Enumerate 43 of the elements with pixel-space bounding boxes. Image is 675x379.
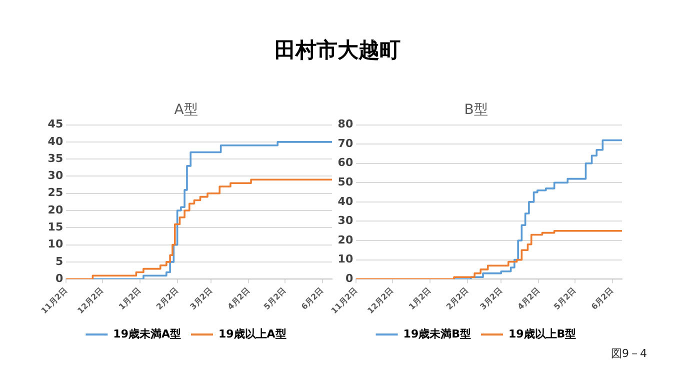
y-tick-label: 80 xyxy=(338,118,354,131)
x-tick-label: 1月2日 xyxy=(407,286,433,312)
legend-label: 19歳以上B型 xyxy=(508,327,576,340)
chart-title: A型 xyxy=(174,102,198,118)
x-tick-label: 5月2日 xyxy=(552,286,578,312)
x-tick-label: 12月2日 xyxy=(76,286,106,316)
y-tick-label: 0 xyxy=(345,272,354,285)
y-tick-label: 10 xyxy=(338,252,354,266)
y-tick-label: 0 xyxy=(55,272,64,285)
x-tick-label: 12月2日 xyxy=(366,286,396,316)
y-tick-label: 25 xyxy=(48,186,64,200)
legend-label: 19歳以上A型 xyxy=(218,327,286,340)
y-tick-label: 35 xyxy=(48,152,64,165)
x-tick-label: 2月2日 xyxy=(154,286,180,312)
y-tick-label: 15 xyxy=(48,220,64,234)
y-tick-label: 45 xyxy=(48,118,64,131)
x-tick-label: 3月2日 xyxy=(188,286,214,312)
x-tick-label: 4月2日 xyxy=(516,286,542,312)
x-tick-label: 3月2日 xyxy=(478,286,504,312)
x-tick-label: 11月2日 xyxy=(330,286,360,316)
caption: 図9－4 xyxy=(611,346,647,361)
y-tick-label: 50 xyxy=(338,176,354,189)
y-tick-label: 40 xyxy=(48,134,64,148)
y-tick-label: 20 xyxy=(338,233,354,246)
chart-title: B型 xyxy=(464,102,488,118)
y-tick-label: 10 xyxy=(48,238,64,251)
x-tick-label: 4月2日 xyxy=(226,286,252,312)
y-tick-label: 20 xyxy=(48,203,64,216)
y-tick-label: 40 xyxy=(338,194,354,208)
legend-label: 19歳未満B型 xyxy=(403,327,472,340)
y-tick-label: 30 xyxy=(338,214,354,228)
x-tick-label: 6月2日 xyxy=(590,286,616,312)
x-tick-label: 1月2日 xyxy=(117,286,143,312)
x-tick-label: 11月2日 xyxy=(40,286,70,316)
y-tick-label: 30 xyxy=(48,169,64,182)
text: 田村市大越町 xyxy=(274,37,402,64)
x-tick-label: 2月2日 xyxy=(444,286,470,312)
x-tick-label: 6月2日 xyxy=(300,286,326,312)
y-tick-label: 70 xyxy=(338,136,354,150)
y-tick-label: 60 xyxy=(338,156,354,170)
legend-label: 19歳未満A型 xyxy=(113,327,182,340)
y-tick-label: 5 xyxy=(55,254,64,268)
x-tick-label: 5月2日 xyxy=(262,286,288,312)
